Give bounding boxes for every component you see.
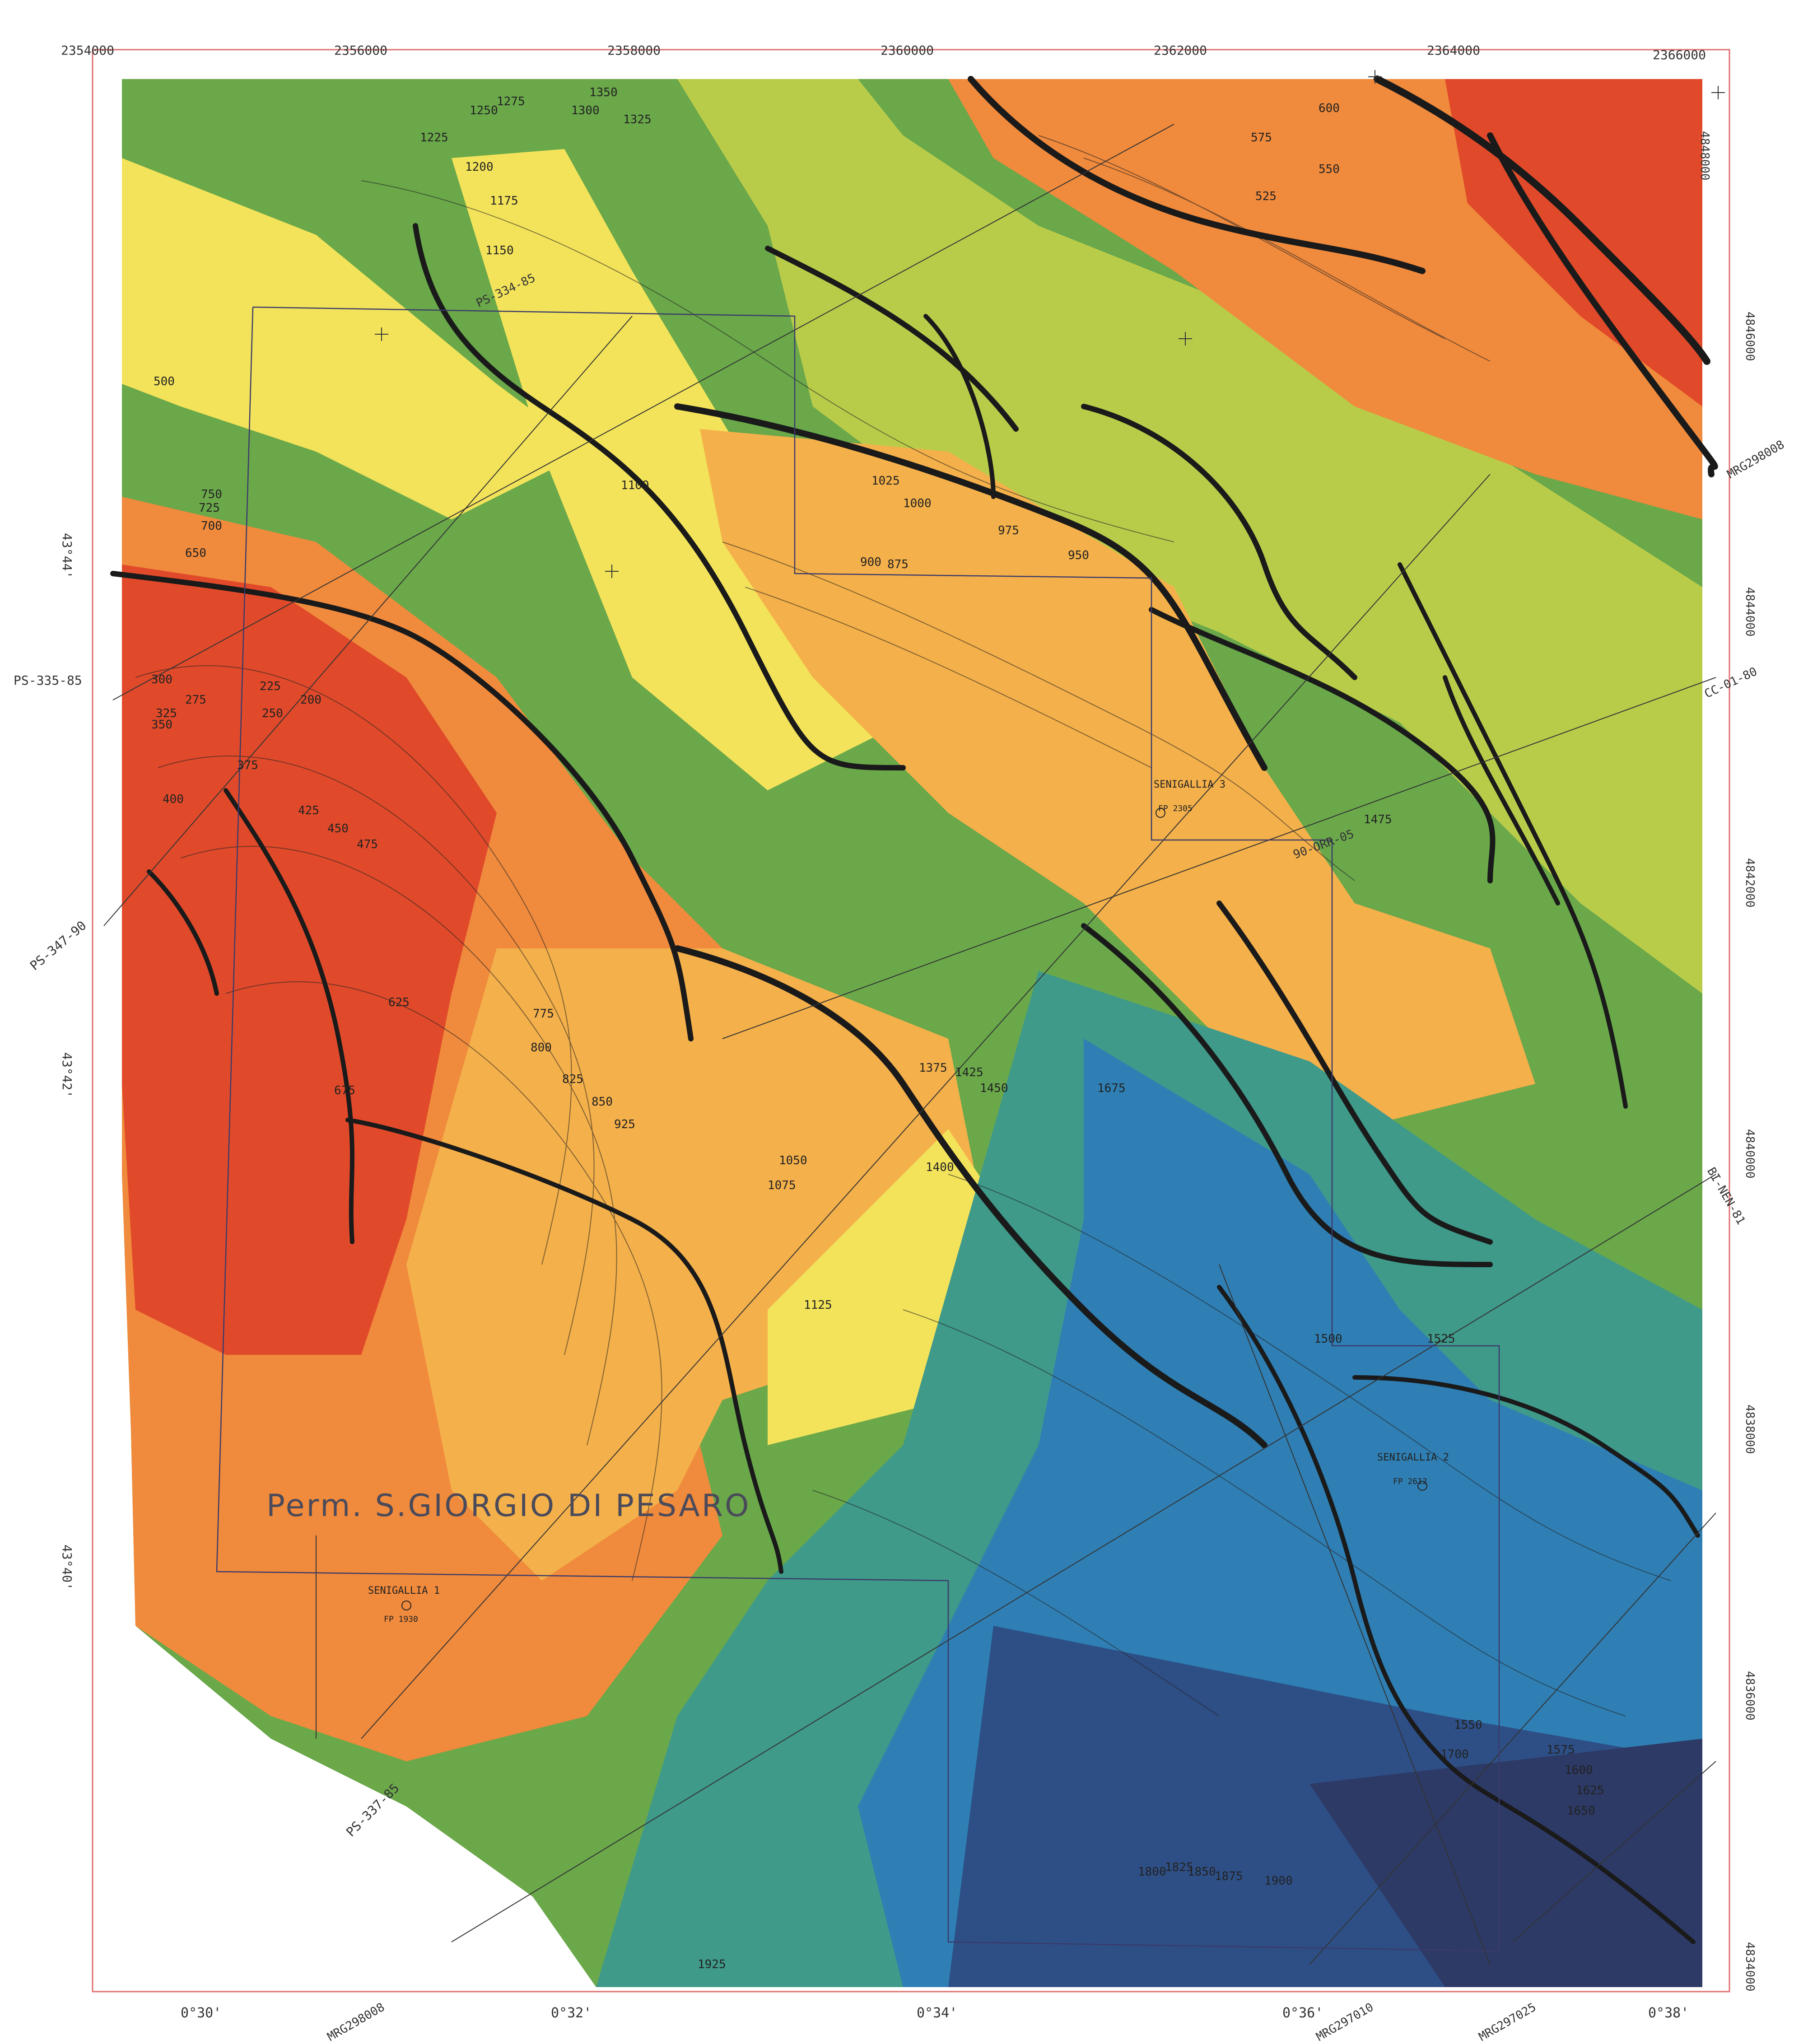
fault-11	[224, 788, 354, 1244]
band-orange-center	[700, 429, 1535, 1129]
fault-18	[1398, 562, 1628, 1109]
color-bands	[122, 79, 1702, 1987]
fault-16	[1217, 1285, 1696, 1944]
map-frame	[92, 49, 1730, 1993]
band-light-orange-sw	[406, 948, 993, 1581]
fault-5	[674, 403, 1267, 771]
fault-10	[110, 571, 694, 1041]
fault-19	[1443, 675, 1560, 905]
well-senigallia-3	[1156, 808, 1165, 818]
fault-8	[1081, 404, 1357, 680]
well-senigallia-1	[401, 1601, 411, 1610]
fault-17	[1352, 1375, 1700, 1538]
fault-6	[765, 246, 1019, 432]
fault-7	[923, 314, 996, 499]
fault-1	[968, 76, 1426, 274]
fault-9	[1149, 607, 1496, 883]
fault-14	[1081, 923, 1493, 1267]
band-yellow-nw	[122, 158, 587, 519]
fault-2	[1374, 75, 1710, 365]
band-green-yellow-top	[122, 79, 1702, 994]
seismic-lines	[103, 124, 1716, 1965]
fault-lines	[110, 75, 1718, 1944]
fault-13	[674, 945, 1267, 1448]
contour-lines	[135, 135, 1671, 1717]
fault-15	[1216, 901, 1493, 1245]
well-senigallia-2	[1417, 1481, 1427, 1491]
fault-4	[413, 223, 906, 770]
fault-20	[147, 869, 219, 996]
band-red-west	[122, 565, 497, 1355]
fault-12	[345, 1118, 783, 1574]
wells	[401, 808, 1427, 1610]
fault-3	[1487, 132, 1718, 477]
band-navy-se	[1309, 1739, 1702, 1987]
permit-boundary	[216, 306, 1500, 1952]
grid-crosses	[375, 70, 1725, 578]
